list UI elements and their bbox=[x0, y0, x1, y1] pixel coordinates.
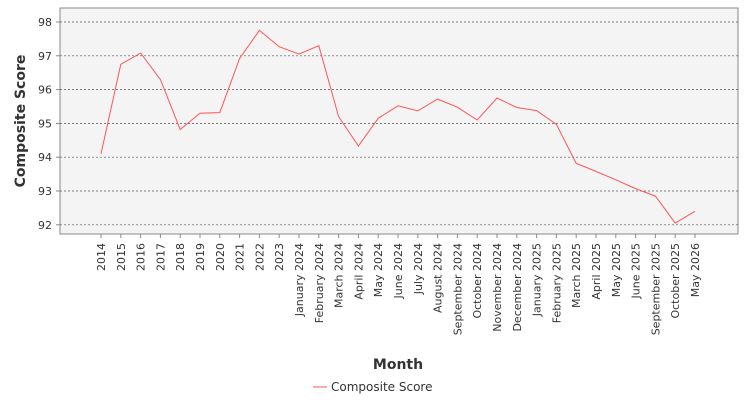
x-tick-label: 2015 bbox=[115, 243, 128, 271]
y-axis-ticks: 92 93 94 95 96 97 98 bbox=[38, 16, 60, 232]
x-axis-title: Month bbox=[373, 357, 423, 373]
y-tick-label: 97 bbox=[38, 50, 52, 63]
x-tick-label: July 2024 bbox=[412, 243, 425, 295]
x-tick-label: April 2024 bbox=[352, 243, 365, 300]
grid-lines bbox=[60, 21, 738, 226]
legend: Composite Score bbox=[313, 380, 432, 394]
y-tick-label: 93 bbox=[38, 185, 52, 198]
y-tick-label: 98 bbox=[38, 16, 52, 29]
x-tick-label: 2021 bbox=[234, 243, 247, 271]
series-line bbox=[100, 29, 696, 224]
x-tick-label: December 2024 bbox=[511, 243, 524, 332]
x-tick-label: November 2024 bbox=[491, 243, 504, 332]
y-tick-label: 92 bbox=[38, 219, 52, 232]
legend-label: Composite Score bbox=[331, 380, 432, 394]
x-axis-ticks: 2014 2015 2016 2017 2018 2019 2020 2021 2022 2023… bbox=[95, 234, 702, 335]
x-tick-label: September 2024 bbox=[451, 243, 464, 335]
x-tick-label: January 2024 bbox=[293, 243, 306, 317]
x-tick-label: March 2025 bbox=[570, 243, 583, 308]
y-tick-label: 95 bbox=[38, 117, 52, 130]
x-tick-label: June 2025 bbox=[630, 243, 643, 299]
x-tick-label: October 2025 bbox=[669, 243, 682, 319]
x-tick-label: April 2025 bbox=[590, 243, 603, 300]
x-tick-label: May 2025 bbox=[610, 243, 623, 297]
x-tick-label: 2020 bbox=[214, 243, 227, 271]
x-tick-label: 2016 bbox=[135, 243, 148, 271]
series-lines bbox=[100, 29, 696, 224]
x-tick-label: 2017 bbox=[154, 243, 167, 271]
x-tick-label: 2018 bbox=[174, 243, 187, 271]
x-tick-label: June 2024 bbox=[392, 243, 405, 299]
plot-area bbox=[59, 7, 739, 235]
x-tick-label: August 2024 bbox=[432, 243, 445, 313]
x-tick-label: 2023 bbox=[273, 243, 286, 271]
x-tick-label: February 2025 bbox=[550, 243, 563, 323]
x-tick-label: 2019 bbox=[194, 243, 207, 271]
x-tick-label: 2022 bbox=[253, 243, 266, 271]
x-tick-label: September 2025 bbox=[649, 243, 662, 335]
x-tick-label: May 2026 bbox=[689, 243, 702, 297]
x-tick-label: March 2024 bbox=[333, 243, 346, 308]
y-tick-label: 94 bbox=[38, 151, 52, 164]
y-axis-title: Composite Score bbox=[13, 55, 29, 188]
x-tick-label: 2014 bbox=[95, 243, 108, 271]
x-tick-label: May 2024 bbox=[372, 243, 385, 297]
x-tick-label: January 2025 bbox=[531, 243, 544, 317]
x-tick-label: February 2024 bbox=[313, 243, 326, 323]
y-tick-label: 96 bbox=[38, 84, 52, 97]
x-tick-label: October 2024 bbox=[471, 243, 484, 319]
